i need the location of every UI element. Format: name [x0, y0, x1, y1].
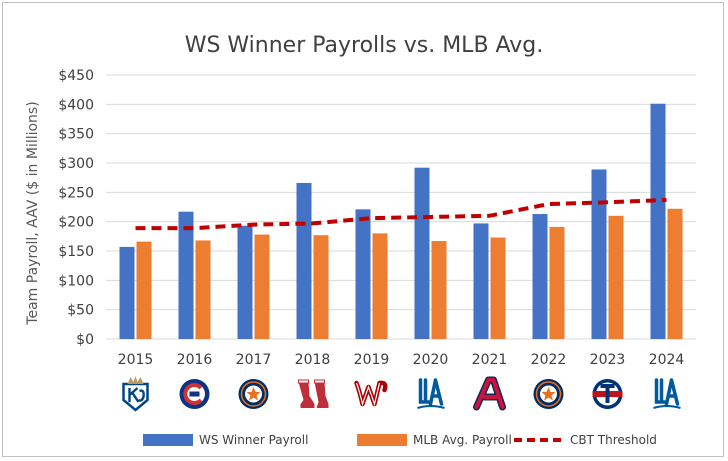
- dodgers-logo: [653, 378, 681, 409]
- cbt-line-group: [135, 197, 667, 231]
- ws-winner-bar: [296, 182, 312, 339]
- x-tick-label: 2019: [354, 352, 390, 368]
- legend-label: MLB Avg. Payroll: [413, 433, 512, 447]
- ws-winner-bar: [473, 223, 489, 339]
- legend-cbt: CBT Threshold: [514, 433, 657, 447]
- royals-logo: [122, 376, 149, 412]
- ws-winner-bar: [532, 214, 548, 339]
- y-tick-label: $50: [67, 303, 94, 319]
- legend-label: CBT Threshold: [570, 433, 657, 447]
- x-tick-label: 2024: [649, 352, 685, 368]
- mlb-avg-bar: [431, 241, 447, 339]
- ws-winner-bar: [414, 167, 430, 339]
- ws-winner-bar: [650, 103, 666, 339]
- x-tick-label: 2023: [590, 352, 626, 368]
- y-tick-label: $250: [58, 185, 94, 201]
- x-tick-label: 2022: [531, 352, 567, 368]
- mlb-avg-bar: [608, 215, 624, 339]
- red-sox-logo: [298, 379, 329, 408]
- mlb-avg-bar: [549, 226, 565, 339]
- x-tick-label: 2015: [118, 352, 154, 368]
- rangers-logo: [592, 379, 623, 409]
- legend-swatch: [357, 434, 407, 446]
- ws-winner-bar: [178, 211, 194, 339]
- legend-swatch: [143, 434, 193, 446]
- astros-logo: [533, 379, 564, 409]
- legend-mlb-avg: MLB Avg. Payroll: [357, 433, 512, 447]
- ws-winner-bar: [355, 209, 371, 339]
- chart-title: WS Winner Payrolls vs. MLB Avg.: [185, 33, 544, 58]
- braves-logo: [473, 376, 506, 411]
- mlb-avg-bar: [254, 234, 270, 339]
- x-tick-label: 2017: [236, 352, 272, 368]
- dodgers-logo: [417, 378, 445, 409]
- bars: [119, 103, 683, 339]
- x-tick-label: 2021: [472, 352, 508, 368]
- x-axis-ticks: 2015 2016 2017 2018 2019 2020 2021 2022 2023 2024: [118, 352, 685, 368]
- x-tick-label: 2020: [413, 352, 449, 368]
- y-tick-label: $0: [76, 332, 94, 348]
- mlb-avg-bar: [490, 237, 506, 339]
- legend-ws-winner: WS Winner Payroll: [143, 433, 308, 447]
- gridlines: [106, 74, 696, 340]
- mlb-avg-bar: [667, 208, 683, 339]
- mlb-avg-bar: [136, 241, 152, 339]
- legend-label: WS Winner Payroll: [199, 433, 308, 447]
- team-logos: [122, 376, 681, 412]
- astros-logo: [238, 379, 269, 409]
- ws-winner-bar: [237, 225, 253, 339]
- y-tick-label: $100: [58, 273, 94, 289]
- mlb-avg-bar: [313, 235, 329, 339]
- ws-winner-bar: [591, 169, 607, 339]
- y-tick-label: $400: [58, 97, 94, 113]
- y-axis-ticks: $0 $50 $100 $150 $200 $250 $300 $350 $400 $450: [58, 68, 94, 348]
- cubs-logo: [179, 379, 210, 409]
- x-tick-label: 2018: [295, 352, 331, 368]
- y-tick-label: $450: [58, 68, 94, 84]
- mlb-avg-bar: [195, 240, 211, 339]
- cbt-threshold-line: [135, 197, 667, 231]
- y-tick-label: $200: [58, 215, 94, 231]
- mlb-avg-bar: [372, 233, 388, 339]
- ws-winner-bar: [119, 246, 135, 339]
- legend: WS Winner Payroll MLB Avg. Payroll CBT Thr…: [143, 433, 657, 447]
- x-tick-label: 2016: [177, 352, 213, 368]
- y-tick-label: $150: [58, 244, 94, 260]
- nationals-logo: [354, 380, 388, 407]
- y-tick-label: $350: [58, 127, 94, 143]
- y-tick-label: $300: [58, 156, 94, 172]
- y-axis-label: Team Payroll, AAV ($ in Millions): [25, 101, 41, 325]
